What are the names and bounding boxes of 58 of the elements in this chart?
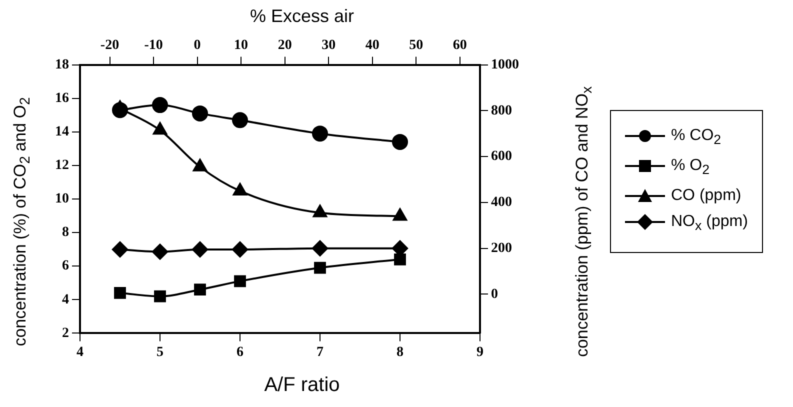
x2-tick-label: 30 [322,38,336,54]
x2-tick-label: -20 [100,38,120,54]
x-tick-label: 4 [76,345,84,360]
x2-tick-label: 50 [409,38,424,54]
x2-tick-label: 10 [234,38,248,54]
y2-tick-label: 800 [491,103,512,118]
point [232,112,248,128]
point [192,105,208,122]
x2-tick-label: 60 [452,38,467,54]
x-tick-label: 7 [316,345,324,360]
y2-tick-label: 400 [491,195,512,210]
point [312,126,328,142]
point [312,240,328,256]
point [152,244,168,260]
y-tick-label: 16 [55,90,69,106]
y-tick-label: 18 [55,57,69,72]
point [154,290,166,302]
x2-tick-label: -10 [144,38,163,54]
point [232,241,248,258]
x2-tick-label: 40 [365,38,380,54]
x-tick-label: 6 [236,345,244,360]
point [232,182,248,196]
x2-axis-title: % Excess air [248,6,356,27]
y-tick-label: 8 [62,225,69,240]
legend-label: NO$_{x}$ (ppm) [671,213,748,234]
legend-label: % CO$_{2}$ [671,127,722,148]
point [234,275,246,288]
point [114,286,126,299]
x2-tick-label: 20 [278,38,292,54]
point [394,253,406,266]
point [152,122,168,135]
y2-tick-label: 1000 [491,57,519,72]
y-tick-label: 4 [62,292,69,308]
y-tick-label: 10 [55,192,69,207]
point [194,284,206,296]
point [392,208,408,221]
y-tick-label: 14 [55,124,69,140]
y-tick-label: 6 [62,258,69,274]
point [192,241,208,258]
x-axis-title: A/F ratio [263,374,341,397]
point [312,204,328,218]
point [112,102,128,118]
legend-label: CO (ppm) [671,187,742,204]
legend-label: % O$_{2}$ [671,157,710,178]
point [152,97,168,114]
x2-tick-label: 0 [194,38,201,54]
y2-tick-label: 600 [491,149,512,164]
point [192,158,208,172]
y2-tick-label: 200 [491,240,512,256]
point [314,262,326,274]
y-tick-label: 12 [55,158,69,174]
y2-tick-label: 0 [491,286,498,302]
y-tick-label: 2 [62,326,69,341]
point [392,134,408,150]
x-tick-label: 5 [156,345,164,360]
x-tick-label: 9 [476,345,484,360]
point [112,241,128,258]
x-tick-label: 8 [396,345,404,360]
